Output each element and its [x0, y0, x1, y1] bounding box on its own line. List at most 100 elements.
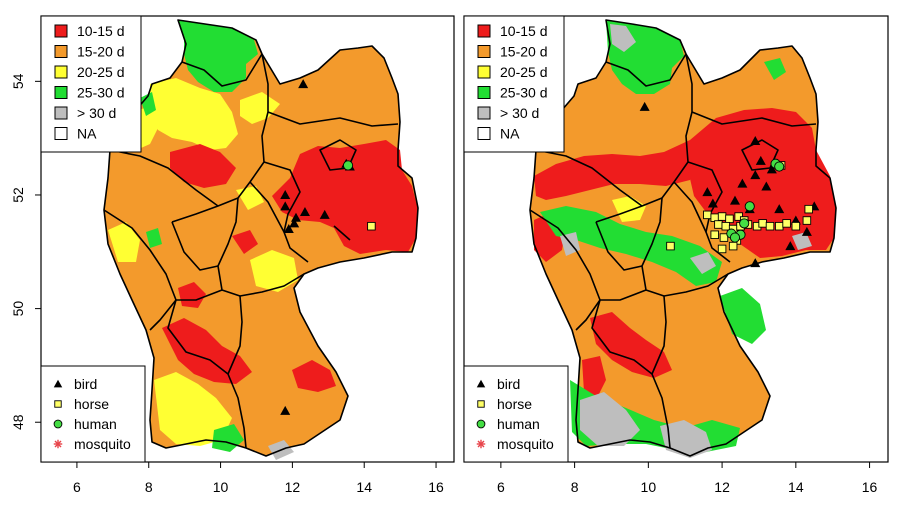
bird-observation-marker — [750, 170, 761, 180]
left-map-panel — [40, 15, 455, 463]
x-tick-label: 14 — [788, 479, 804, 495]
legend-label: 15-20 d — [500, 44, 547, 60]
horse-observation-marker — [728, 241, 738, 251]
horse-observation-marker — [721, 221, 731, 231]
legend-label: mosquito — [74, 436, 131, 452]
right-map-frame — [463, 15, 889, 463]
bird-observation-marker — [299, 207, 310, 217]
bird-observation-marker — [639, 101, 650, 111]
horse-observation-marker — [804, 204, 813, 214]
y-tick-label: 54 — [10, 73, 26, 89]
legend-label: horse — [497, 396, 532, 412]
zone-20-25-west — [108, 222, 140, 262]
legend-label: NA — [77, 126, 97, 142]
observations-left — [280, 79, 376, 415]
legend-label: NA — [500, 126, 520, 142]
bird-observation-marker — [750, 135, 761, 145]
legend-label: 15-20 d — [77, 44, 124, 60]
x-tick-label: 14 — [356, 479, 372, 495]
legend-horse-symbol — [54, 400, 62, 408]
axes: 6 8 10 12 14 16 6 8 10 12 14 16 48 50 52 54 — [10, 73, 878, 495]
bird-observation-marker — [785, 241, 796, 251]
bird-observation-marker — [729, 195, 740, 205]
legend-label: 10-15 d — [77, 23, 124, 39]
legend-swatch — [477, 45, 491, 58]
legend-label: bird — [74, 376, 97, 392]
y-tick-label: 52 — [10, 187, 26, 203]
horse-observation-marker — [666, 241, 675, 251]
bird-observation-marker — [737, 178, 748, 188]
horse-observation-marker — [774, 221, 784, 231]
zone-20-25-centre-b — [250, 250, 298, 292]
zone-10-15-south-east-a — [292, 360, 336, 392]
zone-20-25-north — [150, 78, 238, 150]
r-zone-25-30-centre — [540, 206, 722, 286]
legend-swatch — [54, 45, 68, 58]
bird-observation-marker — [280, 201, 291, 211]
zone-10-15-centre — [178, 282, 206, 308]
left-duration-legend: 10-15 d 15-20 d 20-25 d 25-30 d > 30 d NA — [40, 15, 142, 153]
zone-20-25-south — [154, 372, 232, 446]
left-map-frame — [40, 15, 455, 463]
legend-label: 10-15 d — [500, 23, 547, 39]
zone-10-15-south-west — [162, 318, 252, 384]
horse-observation-marker — [717, 212, 727, 221]
legend-swatch — [54, 65, 68, 79]
state-borders-right — [529, 19, 837, 457]
x-tick-label: 6 — [73, 479, 81, 495]
bird-observation-marker — [289, 218, 300, 228]
legend-label: > 30 d — [77, 105, 116, 121]
legend-label: 20-25 d — [500, 64, 547, 80]
legend-label: mosquito — [497, 436, 554, 452]
x-tick-label: 16 — [428, 479, 444, 495]
r-zone-over-30-centre — [690, 252, 716, 274]
horse-observation-marker — [782, 219, 791, 228]
x-tick-label: 12 — [285, 479, 301, 495]
r-zone-10-15-rhine-strip — [582, 356, 606, 400]
bird-observation-marker — [774, 204, 785, 214]
human-observation-marker — [739, 218, 750, 229]
r-zone-over-30-east — [792, 232, 812, 250]
bird-observation-marker — [280, 405, 291, 415]
human-observation-marker — [744, 201, 755, 212]
legend-human-symbol — [476, 419, 486, 429]
legend-swatch — [477, 65, 491, 79]
bird-observation-marker — [319, 209, 330, 219]
x-tick-label: 8 — [571, 479, 579, 495]
legend-swatch — [477, 106, 491, 120]
left-host-legend: bird horse human mosquito — [40, 365, 146, 463]
horse-observation-marker — [703, 210, 712, 220]
legend-swatch — [54, 86, 68, 99]
horse-observation-marker — [725, 214, 734, 224]
bird-observation-marker — [280, 189, 291, 199]
x-tick-label: 8 — [145, 479, 153, 495]
observations-right — [639, 101, 820, 268]
y-tick-label: 48 — [10, 414, 26, 430]
legend-mosquito-symbol — [476, 439, 486, 449]
right-map-panel — [463, 15, 889, 463]
zone-10-15-east — [272, 140, 418, 254]
horse-observation-marker — [802, 216, 812, 225]
r-zone-over-30-south — [580, 392, 640, 446]
zone-20-25-north-east-strip — [240, 92, 280, 124]
horse-observation-marker — [714, 220, 723, 229]
horse-observation-marker — [710, 230, 719, 239]
bird-observation-marker — [755, 155, 766, 165]
legend-swatch — [54, 127, 68, 140]
r-zone-25-30-east-south — [720, 288, 766, 344]
horse-observation-marker — [758, 219, 767, 228]
bird-observation-marker — [707, 198, 718, 208]
horse-observation-marker — [765, 221, 775, 231]
x-tick-label: 12 — [714, 479, 730, 495]
bird-observation-marker — [766, 164, 777, 174]
zone-25-30-west-coast — [140, 92, 156, 116]
right-duration-legend: 10-15 d 15-20 d 20-25 d 25-30 d > 30 d NA — [463, 15, 565, 153]
bird-observation-marker — [702, 187, 713, 197]
legend-label: > 30 d — [500, 105, 539, 121]
zone-25-30-north — [178, 20, 258, 92]
legend-label: 25-30 d — [77, 85, 124, 101]
horse-observation-marker — [367, 221, 376, 231]
legend-bird-symbol — [53, 379, 63, 388]
bird-observation-marker — [801, 226, 812, 236]
horse-observation-marker — [719, 233, 729, 242]
